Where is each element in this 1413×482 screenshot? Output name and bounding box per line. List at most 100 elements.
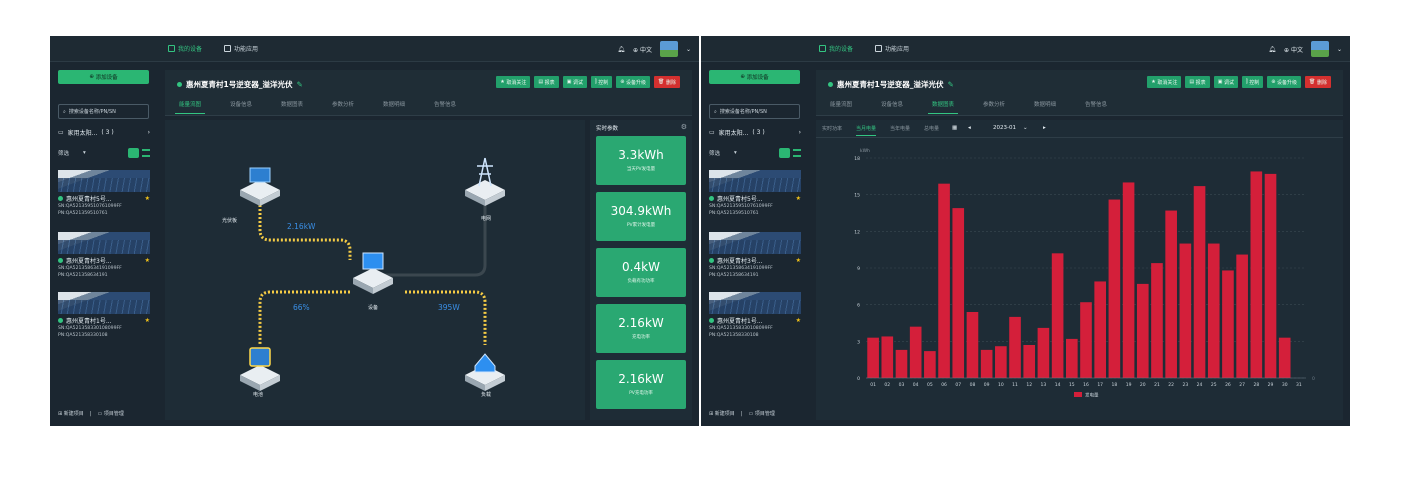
- nav-tab-apps[interactable]: 功能应用: [875, 44, 909, 53]
- card-view-button[interactable]: [779, 148, 790, 158]
- tab-device-info[interactable]: 设备信息: [881, 102, 904, 108]
- x-tick-label: 28: [1253, 382, 1259, 388]
- online-status-dot: [177, 82, 182, 87]
- list-item[interactable]: 惠州夏青村1号... ★ SN:QA52135833010809​9FF PN:Q…: [709, 292, 801, 346]
- upgrade-button[interactable]: ⊕ 设备升级: [616, 76, 651, 88]
- solar-panel-icon: [240, 167, 280, 206]
- bar: [1179, 243, 1192, 378]
- device-thumbnail: [709, 232, 801, 254]
- tab-data-charts[interactable]: 数据图表: [281, 102, 304, 108]
- tab-device-info[interactable]: 设备信息: [230, 102, 253, 108]
- nav-tab-my-devices[interactable]: 我的设备: [819, 44, 853, 53]
- delete-button[interactable]: 🗑︎ 删除: [1305, 76, 1331, 88]
- star-icon[interactable]: ★: [144, 317, 150, 324]
- tab-param-analysis[interactable]: 参数分析: [983, 102, 1006, 108]
- metric-card: 304.9kWh PV累计发电量: [596, 192, 686, 241]
- report-button[interactable]: ▤ 报表: [534, 76, 559, 88]
- list-view-button[interactable]: [142, 149, 150, 157]
- delete-button[interactable]: 🗑︎ 删除: [654, 76, 680, 88]
- tab-total-energy[interactable]: 总电量: [924, 126, 940, 132]
- tab-data-details[interactable]: 数据明细: [383, 102, 406, 108]
- control-button[interactable]: ⫿ 控制: [591, 76, 613, 88]
- star-icon[interactable]: ★: [795, 195, 801, 202]
- folder-selector[interactable]: ▭ 家用太阳... ( 3 ) ›: [709, 129, 801, 137]
- tab-energy-flow[interactable]: 能量流图: [175, 100, 206, 114]
- control-button[interactable]: ⫿ 控制: [1242, 76, 1264, 88]
- sidebar-footer: ⊞ 新建项目 | ▭ 项目管理: [709, 410, 775, 418]
- list-item[interactable]: 惠州夏青村3号... ★ SN:QA52135863419109​9FF PN:Q…: [58, 232, 150, 286]
- x-tick-label: 19: [1126, 382, 1132, 388]
- star-icon[interactable]: ★: [795, 257, 801, 264]
- edit-icon[interactable]: ✎: [296, 80, 303, 89]
- upgrade-button[interactable]: ⊕ 设备升级: [1267, 76, 1302, 88]
- unfollow-button[interactable]: ★ 取消关注: [496, 76, 531, 88]
- chevron-down-icon[interactable]: ⌄: [685, 45, 691, 53]
- search-input[interactable]: ⌕ 搜索设备名称/PN/SN: [709, 104, 800, 119]
- filter-dropdown[interactable]: 筛选: [58, 151, 70, 157]
- tab-alarms[interactable]: 告警信息: [434, 102, 457, 108]
- chevron-down-icon: ▾: [83, 150, 86, 156]
- manage-project-button[interactable]: ▭ 项目管理: [97, 411, 124, 417]
- filter-dropdown[interactable]: 筛选: [709, 151, 721, 157]
- device-tabs: 能量流图 设备信息 数据图表 参数分析 数据明细 告警信息: [816, 98, 1343, 116]
- list-view-button[interactable]: [793, 149, 801, 157]
- bell-icon[interactable]: 🔔︎: [1268, 45, 1277, 53]
- nav-tab-my-devices[interactable]: 我的设备: [168, 44, 202, 53]
- x-tick-label: 16: [1083, 382, 1089, 388]
- search-input[interactable]: ⌕ 搜索设备名称/PN/SN: [58, 104, 149, 119]
- avatar[interactable]: [659, 41, 678, 57]
- debug-button[interactable]: ▣ 调试: [1213, 76, 1239, 88]
- tab-data-charts[interactable]: 数据图表: [928, 100, 959, 114]
- folder-selector[interactable]: ▭ 家用太阳... ( 3 ) ›: [58, 129, 150, 137]
- battery-label: 电池: [253, 392, 264, 398]
- realtime-title: 实时参数: [596, 126, 619, 132]
- legend-label: 发电量: [1085, 392, 1099, 399]
- debug-button[interactable]: ▣ 调试: [562, 76, 588, 88]
- x-tick-label: 13: [1041, 382, 1047, 388]
- x-tick-label: 30: [1282, 382, 1288, 388]
- card-view-button[interactable]: [128, 148, 139, 158]
- edit-icon[interactable]: ✎: [947, 80, 954, 89]
- avatar[interactable]: [1310, 41, 1329, 57]
- pv-flow-line: [258, 205, 352, 260]
- new-project-button[interactable]: ⊞ 新建项目: [709, 411, 735, 417]
- list-item[interactable]: 惠州夏青村5号... ★ SN:QA52135951076109​9FF PN:Q…: [58, 170, 150, 224]
- calendar-icon[interactable]: ▦: [952, 125, 958, 131]
- filter-row: 筛选 ▾: [58, 148, 150, 158]
- bar: [867, 337, 879, 378]
- prev-month-button[interactable]: ◂: [968, 125, 971, 131]
- tab-energy-flow[interactable]: 能量流图: [830, 102, 853, 108]
- bar: [1165, 210, 1177, 378]
- nav-tab-apps[interactable]: 功能应用: [224, 44, 258, 53]
- add-device-button[interactable]: ⊕ 添加设备: [709, 70, 800, 84]
- bar: [1065, 338, 1078, 378]
- bell-icon[interactable]: 🔔︎: [617, 45, 626, 53]
- report-button[interactable]: ▤ 报表: [1185, 76, 1210, 88]
- action-buttons: ★ 取消关注 ▤ 报表 ▣ 调试 ⫿ 控制 ⊕ 设备升级 🗑︎ 删除: [1147, 76, 1331, 88]
- add-device-button[interactable]: ⊕ 添加设备: [58, 70, 149, 84]
- unfollow-button[interactable]: ★ 取消关注: [1147, 76, 1182, 88]
- star-icon[interactable]: ★: [144, 257, 150, 264]
- chevron-down-icon[interactable]: ⌄: [1336, 45, 1342, 53]
- bar: [924, 351, 936, 378]
- next-month-button[interactable]: ▸: [1043, 125, 1046, 131]
- tab-monthly-energy[interactable]: 当月电量: [856, 125, 877, 136]
- star-icon[interactable]: ★: [144, 195, 150, 202]
- tab-data-details[interactable]: 数据明细: [1034, 102, 1057, 108]
- manage-project-button[interactable]: ▭ 项目管理: [748, 411, 775, 417]
- month-picker[interactable]: 2023-01: [993, 125, 1016, 131]
- language-switch[interactable]: ⊕ 中文: [633, 46, 652, 54]
- chevron-down-icon[interactable]: ⌄: [1023, 125, 1028, 131]
- tab-realtime-power[interactable]: 实时功率: [822, 126, 843, 132]
- list-item[interactable]: 惠州夏青村3号... ★ SN:QA52135863419109​9FF PN:Q…: [709, 232, 801, 286]
- tab-alarms[interactable]: 告警信息: [1085, 102, 1108, 108]
- language-switch[interactable]: ⊕ 中文: [1284, 46, 1303, 54]
- tab-param-analysis[interactable]: 参数分析: [332, 102, 355, 108]
- list-item[interactable]: 惠州夏青村5号... ★ SN:QA52135951076109​9FF PN:Q…: [709, 170, 801, 224]
- tab-yearly-energy[interactable]: 当年电量: [890, 126, 911, 132]
- gear-icon[interactable]: ⚙: [680, 123, 687, 131]
- star-icon[interactable]: ★: [795, 317, 801, 324]
- list-item[interactable]: 惠州夏青村1号... ★ SN:QA52135833010809​9FF PN:Q…: [58, 292, 150, 346]
- new-project-button[interactable]: ⊞ 新建项目: [58, 411, 84, 417]
